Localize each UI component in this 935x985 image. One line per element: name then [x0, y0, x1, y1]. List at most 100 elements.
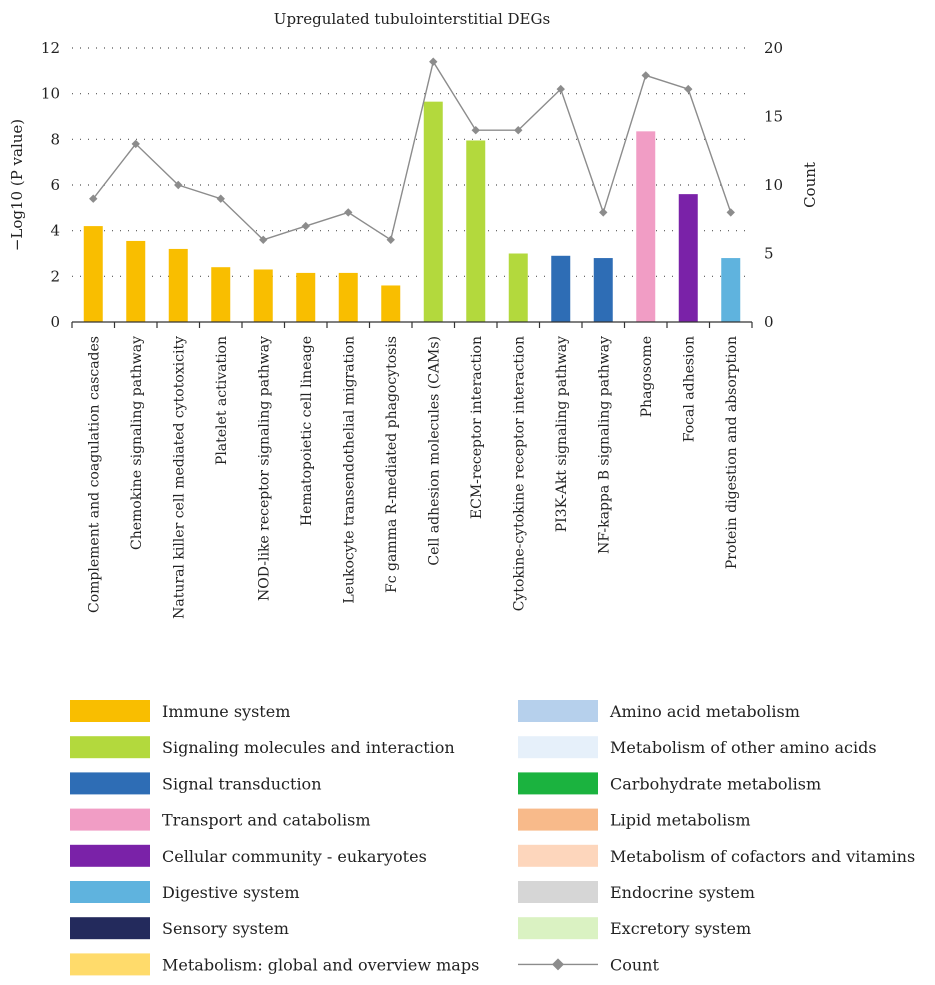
count-point	[726, 208, 735, 217]
legend-swatch	[70, 772, 150, 795]
legend-swatch	[70, 700, 150, 722]
count-point	[471, 126, 480, 135]
legend-item: Sensory system	[70, 917, 289, 940]
count-point	[514, 126, 523, 135]
y-tick-label: 0	[50, 313, 60, 331]
chart-title: Upregulated tubulointerstitial DEGs	[274, 10, 550, 28]
x-tick-label: Phagosome	[639, 336, 655, 417]
count-point	[684, 84, 693, 94]
legend-item-count: Count	[518, 955, 659, 974]
legend-label: Digestive system	[162, 883, 300, 902]
legend-label: Immune system	[162, 702, 290, 721]
legend-swatch	[70, 844, 150, 867]
bar	[83, 226, 103, 322]
count-point	[216, 194, 225, 203]
x-tick-label: NF-kappa B signaling pathway	[596, 336, 612, 554]
count-point	[556, 84, 565, 94]
bar	[211, 267, 231, 322]
y-axis-title: −Log10 (P value)	[8, 119, 26, 251]
legend-swatch	[70, 953, 150, 976]
legend-item: Metabolism: global and overview maps	[70, 953, 479, 976]
x-tick-label: PI3K-Akt signaling pathway	[554, 336, 570, 532]
legend-swatch	[518, 844, 598, 867]
legend-swatch	[518, 700, 598, 722]
y2-tick-label: 10	[764, 176, 783, 194]
count-point	[344, 208, 353, 217]
count-line	[92, 59, 732, 241]
count-point	[386, 235, 395, 244]
y2-tick-label: 15	[764, 108, 783, 126]
count-point	[174, 180, 183, 190]
x-tick-label: Cytokine-cytokine receptor interaction	[511, 336, 527, 611]
legend-label: Sensory system	[162, 919, 289, 938]
bar	[338, 272, 358, 322]
count-point	[131, 139, 140, 149]
bar	[678, 194, 698, 322]
legend-item: Digestive system	[70, 881, 300, 903]
legend-item: Lipid metabolism	[518, 808, 751, 831]
x-tick-label: NOD-like receptor signaling pathway	[256, 336, 272, 601]
x-tick-label: Hematopoietic cell lineage	[299, 336, 315, 526]
bar	[423, 101, 443, 323]
legend-label: Excretory system	[610, 919, 751, 938]
y-tick-label: 4	[50, 222, 60, 240]
x-tick-label: Focal adhesion	[681, 336, 697, 442]
y2-tick-label: 20	[764, 39, 783, 57]
x-tick-label: Leukocyte transendothelial migration	[341, 336, 357, 604]
x-tick-label: Natural killer cell mediated cytotoxicit…	[171, 336, 187, 619]
legend-label: Cellular community - eukaryotes	[162, 847, 427, 866]
legend-label: Signaling molecules and interaction	[162, 738, 455, 757]
legend-label: Metabolism of cofactors and vitamins	[610, 847, 915, 866]
legend-item: Immune system	[70, 700, 290, 722]
bar	[551, 255, 571, 322]
legend-item: Metabolism of other amino acids	[518, 736, 877, 759]
x-tick-label: Protein digestion and absorption	[724, 336, 740, 569]
y-tick-label: 10	[41, 85, 60, 103]
legend-label: Transport and catabolism	[162, 811, 371, 830]
count-point	[429, 57, 438, 66]
legend-swatch	[518, 772, 598, 795]
legend-item: Endocrine system	[518, 881, 755, 903]
legend-label: Carbohydrate metabolism	[610, 774, 821, 793]
bar	[296, 272, 316, 322]
x-tick-label: ECM-receptor interaction	[469, 336, 485, 519]
legend-label: Count	[610, 955, 659, 974]
legend-item: Amino acid metabolism	[518, 700, 800, 722]
bar	[593, 258, 613, 322]
bar	[168, 248, 188, 322]
count-point	[89, 194, 98, 203]
legend-item: Signal transduction	[70, 772, 322, 795]
bar	[381, 285, 401, 322]
legend-swatch	[70, 917, 150, 940]
legend-label: Metabolism of other amino acids	[610, 738, 877, 757]
legend-swatch	[518, 917, 598, 940]
legend-swatch	[518, 808, 598, 831]
count-point	[641, 71, 650, 80]
bar	[466, 140, 486, 322]
y-tick-label: 6	[50, 176, 60, 194]
y2-tick-label: 5	[764, 245, 774, 263]
y2-axis-title: Count	[801, 162, 819, 208]
legend-label: Endocrine system	[610, 883, 755, 902]
legend-label: Lipid metabolism	[610, 811, 751, 830]
legend-item: Carbohydrate metabolism	[518, 772, 821, 795]
legend-item: Transport and catabolism	[70, 808, 371, 831]
legend-item: Signaling molecules and interaction	[70, 736, 455, 759]
bar	[636, 131, 656, 322]
legend-item: Metabolism of cofactors and vitamins	[518, 844, 915, 867]
legend-item: Cellular community - eukaryotes	[70, 844, 427, 867]
y2-tick-label: 0	[764, 313, 774, 331]
legend-swatch	[70, 808, 150, 831]
x-tick-label: Cell adhesion molecules (CAMs)	[426, 336, 442, 566]
legend-swatch	[70, 881, 150, 903]
bar	[721, 258, 741, 322]
legend-swatch	[518, 736, 598, 759]
legend-count-marker	[552, 958, 564, 971]
count-point	[301, 221, 310, 231]
y-tick-label: 8	[50, 130, 60, 148]
legend-swatch	[70, 736, 150, 759]
x-tick-label: Platelet activation	[214, 336, 230, 465]
bar	[253, 269, 273, 322]
